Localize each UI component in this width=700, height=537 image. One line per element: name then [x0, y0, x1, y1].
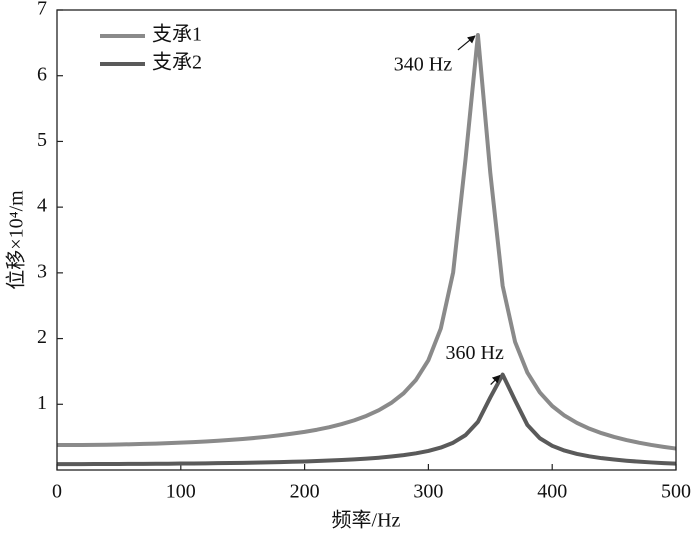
legend-label: 支承1 [152, 23, 202, 46]
x-tick-label: 0 [52, 481, 62, 503]
x-axis-label: 频率/Hz [332, 509, 401, 532]
y-tick-label: 3 [37, 260, 47, 282]
y-axis-label: 位移×10⁴/m [5, 190, 28, 290]
x-tick-label: 300 [413, 481, 443, 503]
data-line [57, 372, 677, 467]
annotation-label: 340 Hz [394, 54, 452, 76]
x-tick-label: 500 [661, 481, 691, 503]
y-tick-label: 6 [37, 63, 47, 85]
data-line [57, 32, 677, 451]
annotation-arrow [457, 35, 476, 51]
x-tick-label: 200 [290, 481, 320, 503]
y-tick-label: 2 [37, 326, 47, 348]
y-tick-label: 1 [37, 392, 47, 414]
legend-label: 支承2 [152, 51, 202, 74]
annotation-label: 360 Hz [446, 342, 504, 364]
x-tick-label: 400 [537, 481, 567, 503]
x-tick-label: 100 [166, 481, 196, 503]
y-tick-label: 7 [37, 0, 47, 20]
plot-frame [56, 9, 677, 471]
annotation-arrow [490, 374, 501, 386]
y-tick-label: 5 [37, 129, 47, 151]
y-tick-label: 4 [37, 195, 47, 217]
